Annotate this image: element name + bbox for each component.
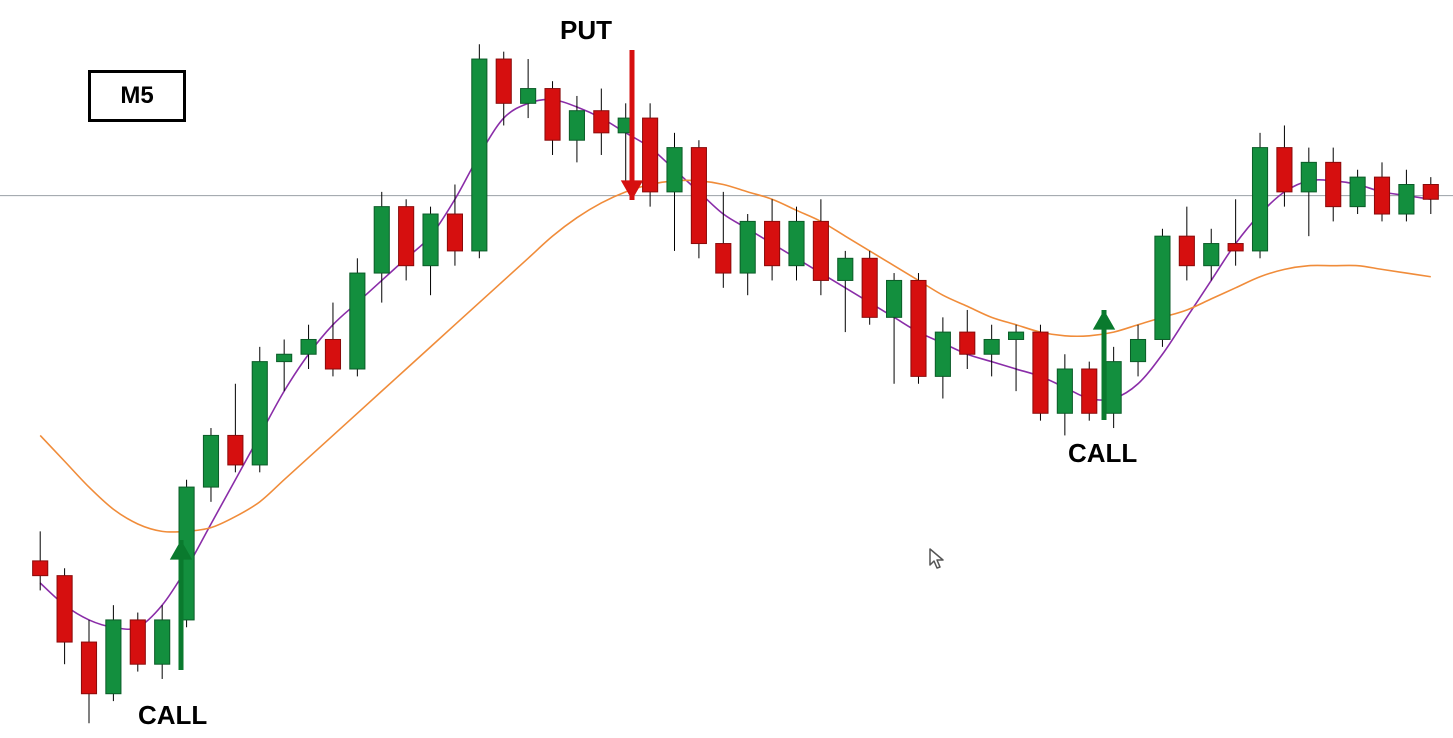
- candle-bullish: [472, 59, 487, 251]
- candle-bearish: [1033, 332, 1048, 413]
- slow-ma: [40, 180, 1431, 532]
- candle-bullish: [203, 435, 218, 487]
- candle-bullish: [1106, 362, 1121, 414]
- candle-bearish: [325, 339, 340, 369]
- candlestick-chart: [0, 0, 1453, 738]
- candle-bearish: [1082, 369, 1097, 413]
- candle-bearish: [1423, 185, 1438, 200]
- put-signal-arrowhead: [621, 180, 643, 200]
- candle-bullish: [984, 339, 999, 354]
- candle-bullish: [301, 339, 316, 354]
- candle-bearish: [862, 258, 877, 317]
- candle-bullish: [1399, 185, 1414, 215]
- candle-bullish: [1301, 162, 1316, 192]
- candle-bearish: [81, 642, 96, 694]
- candle-bearish: [33, 561, 48, 576]
- candle-bullish: [106, 620, 121, 694]
- candle-bullish: [887, 280, 902, 317]
- timeframe-label: M5: [120, 82, 153, 110]
- candle-bullish: [521, 89, 536, 104]
- candle-bullish: [350, 273, 365, 369]
- candle-bearish: [496, 59, 511, 103]
- candle-bearish: [716, 244, 731, 274]
- candle-layer: [33, 44, 1439, 723]
- candle-bullish: [1252, 148, 1267, 251]
- timeframe-badge: M5: [88, 70, 186, 122]
- fast-ma: [40, 99, 1431, 629]
- candle-bullish: [838, 258, 853, 280]
- candle-bullish: [667, 148, 682, 192]
- candle-bearish: [813, 221, 828, 280]
- candle-bearish: [643, 118, 658, 192]
- candle-bearish: [399, 207, 414, 266]
- candle-bullish: [1130, 339, 1145, 361]
- call-signal-1-label: CALL: [138, 700, 207, 731]
- candle-bearish: [691, 148, 706, 244]
- candle-bearish: [57, 576, 72, 642]
- candle-bearish: [960, 332, 975, 354]
- candle-bullish: [1350, 177, 1365, 207]
- candle-bullish: [1008, 332, 1023, 339]
- candle-bullish: [569, 111, 584, 141]
- candle-bearish: [1277, 148, 1292, 192]
- candle-bullish: [423, 214, 438, 266]
- chart-container: M5 PUT CALL CALL: [0, 0, 1453, 738]
- put-signal-label: PUT: [560, 15, 612, 46]
- candle-bullish: [155, 620, 170, 664]
- candle-bearish: [765, 221, 780, 265]
- candle-bearish: [545, 89, 560, 141]
- candle-bullish: [252, 362, 267, 465]
- candle-bearish: [1326, 162, 1341, 206]
- candle-bearish: [1179, 236, 1194, 266]
- candle-bullish: [740, 221, 755, 273]
- candle-bullish: [1204, 244, 1219, 266]
- candle-bearish: [911, 280, 926, 376]
- candle-bearish: [130, 620, 145, 664]
- candle-bullish: [1155, 236, 1170, 339]
- candle-bullish: [935, 332, 950, 376]
- candle-bearish: [594, 111, 609, 133]
- candle-bullish: [789, 221, 804, 265]
- candle-bearish: [1374, 177, 1389, 214]
- call-signal-2-arrowhead: [1093, 310, 1115, 330]
- candle-bullish: [277, 354, 292, 361]
- moving-average-layer: [40, 99, 1431, 629]
- candle-bearish: [228, 435, 243, 465]
- call-signal-2-label: CALL: [1068, 438, 1137, 469]
- candle-bearish: [447, 214, 462, 251]
- candle-bullish: [374, 207, 389, 273]
- candle-bearish: [1228, 244, 1243, 251]
- candle-bullish: [1057, 369, 1072, 413]
